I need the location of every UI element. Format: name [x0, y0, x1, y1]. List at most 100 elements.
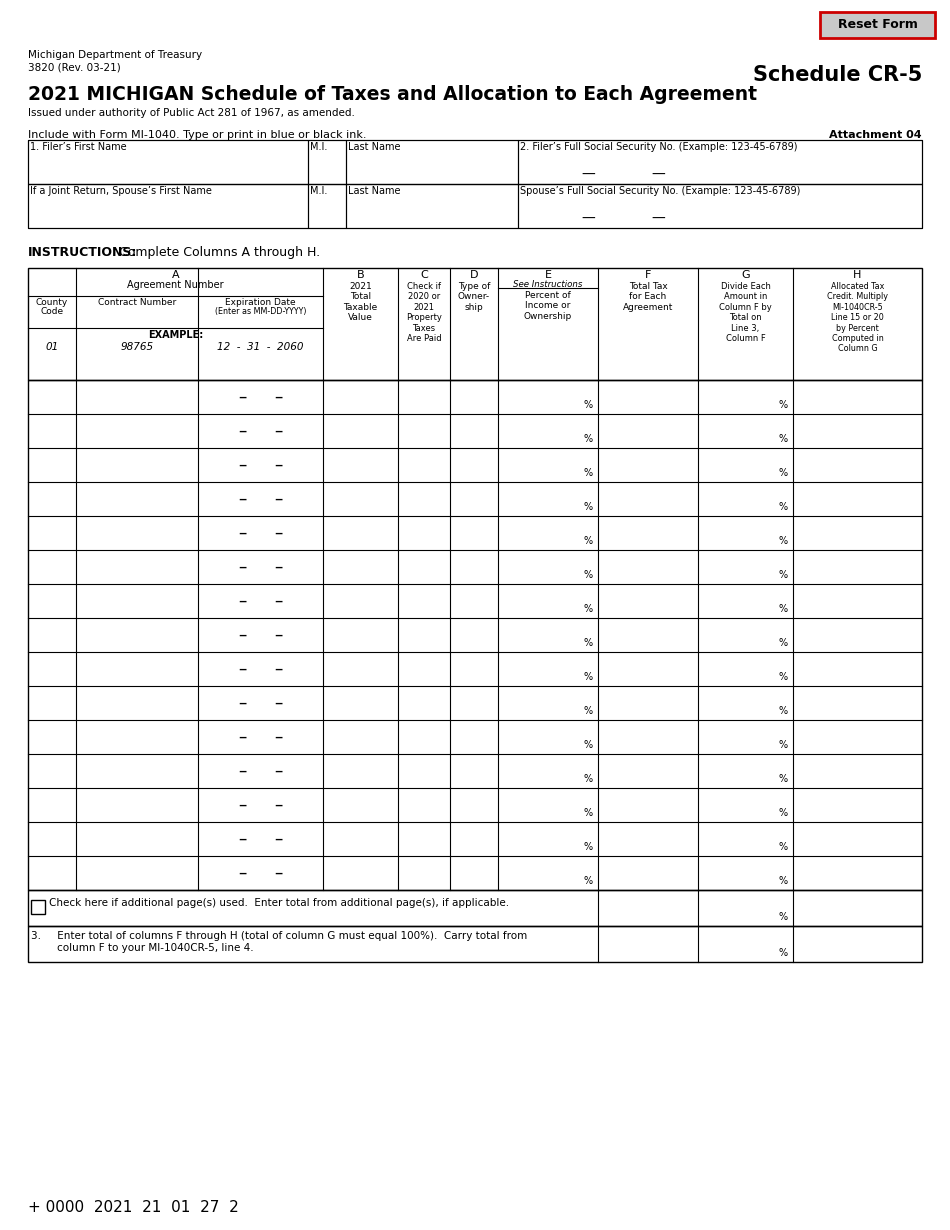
Text: Check here if additional page(s) used.  Enter total from additional page(s), if : Check here if additional page(s) used. E… — [49, 898, 509, 908]
Text: %: % — [779, 876, 788, 886]
Text: G: G — [741, 271, 750, 280]
Text: –: – — [275, 592, 283, 610]
Text: –: – — [275, 728, 283, 747]
Text: B: B — [356, 271, 364, 280]
Text: %: % — [584, 536, 593, 546]
Text: %: % — [584, 467, 593, 478]
Text: See Instructions: See Instructions — [513, 280, 582, 289]
Text: 98765: 98765 — [121, 342, 154, 352]
Text: Last Name: Last Name — [348, 186, 401, 196]
Text: %: % — [584, 434, 593, 444]
Text: 2021
Total
Taxable
Value: 2021 Total Taxable Value — [343, 282, 377, 322]
Text: –: – — [275, 456, 283, 474]
Bar — [28, 268, 922, 380]
Text: Schedule CR-5: Schedule CR-5 — [752, 65, 922, 85]
Text: Reset Form: Reset Form — [838, 18, 918, 32]
Text: %: % — [779, 808, 788, 818]
Text: –: – — [238, 422, 247, 440]
Text: (Enter as MM-DD-YYYY): (Enter as MM-DD-YYYY) — [215, 308, 306, 316]
Text: Type of
Owner-
ship: Type of Owner- ship — [458, 282, 490, 311]
Text: Complete Columns A through H.: Complete Columns A through H. — [111, 246, 320, 260]
Text: %: % — [779, 502, 788, 512]
Text: –: – — [275, 387, 283, 406]
Text: %: % — [584, 706, 593, 716]
Bar — [28, 184, 308, 228]
Text: Issued under authority of Public Act 281 of 1967, as amended.: Issued under authority of Public Act 281… — [28, 108, 355, 118]
Text: %: % — [779, 604, 788, 614]
Text: %: % — [584, 808, 593, 818]
Text: –: – — [238, 728, 247, 747]
Bar — [28, 380, 922, 891]
Text: + 0000  2021  21  01  27  2: + 0000 2021 21 01 27 2 — [28, 1200, 238, 1215]
Text: %: % — [779, 706, 788, 716]
Text: –: – — [275, 830, 283, 847]
Text: –: – — [238, 558, 247, 576]
Text: F: F — [645, 271, 651, 280]
Text: Michigan Department of Treasury: Michigan Department of Treasury — [28, 50, 202, 60]
Bar — [518, 184, 922, 228]
Text: column F to your MI-1040CR-5, line 4.: column F to your MI-1040CR-5, line 4. — [31, 943, 254, 953]
Text: –: – — [238, 661, 247, 678]
Text: Code: Code — [41, 308, 64, 316]
Text: 1. Filer’s First Name: 1. Filer’s First Name — [30, 141, 126, 153]
Text: 01: 01 — [46, 342, 59, 352]
Text: –: – — [275, 694, 283, 712]
Bar — [28, 184, 922, 228]
Text: %: % — [779, 774, 788, 784]
Bar — [28, 926, 922, 962]
Text: %: % — [584, 672, 593, 681]
Text: –: – — [275, 490, 283, 508]
Text: –: – — [275, 661, 283, 678]
Text: Contract Number: Contract Number — [98, 298, 176, 308]
Text: –: – — [238, 694, 247, 712]
Text: Agreement Number: Agreement Number — [127, 280, 224, 290]
Text: –: – — [238, 763, 247, 780]
Text: %: % — [779, 569, 788, 581]
Text: %: % — [584, 740, 593, 750]
Text: Check if
2020 or
2021
Property
Taxes
Are Paid: Check if 2020 or 2021 Property Taxes Are… — [406, 282, 442, 343]
Text: %: % — [584, 843, 593, 852]
Text: Expiration Date: Expiration Date — [225, 298, 295, 308]
Text: INSTRUCTIONS:: INSTRUCTIONS: — [28, 246, 138, 260]
Text: –: – — [238, 796, 247, 814]
Text: –: – — [238, 524, 247, 542]
Text: %: % — [779, 672, 788, 681]
Text: –: – — [238, 490, 247, 508]
Text: If a Joint Return, Spouse’s First Name: If a Joint Return, Spouse’s First Name — [30, 186, 212, 196]
Bar — [31, 900, 45, 914]
Text: 3820 (Rev. 03-21): 3820 (Rev. 03-21) — [28, 62, 121, 73]
Text: Last Name: Last Name — [348, 141, 401, 153]
Bar — [820, 12, 935, 38]
Text: –: – — [238, 626, 247, 645]
Text: %: % — [584, 604, 593, 614]
Bar — [28, 891, 922, 926]
Bar — [308, 184, 346, 228]
Text: Total Tax
for Each
Agreement: Total Tax for Each Agreement — [623, 282, 674, 311]
Text: %: % — [779, 911, 788, 922]
Text: E: E — [544, 271, 552, 280]
Text: Attachment 04: Attachment 04 — [829, 130, 922, 140]
Text: –: – — [275, 763, 283, 780]
Text: Percent of
Income or
Ownership: Percent of Income or Ownership — [523, 292, 572, 321]
Bar — [346, 184, 518, 228]
Text: %: % — [779, 740, 788, 750]
Text: H: H — [853, 271, 862, 280]
Text: %: % — [584, 502, 593, 512]
Text: –: – — [238, 387, 247, 406]
Text: Allocated Tax
Credit. Multiply
MI-1040CR-5
Line 15 or 20
by Percent
Computed in
: Allocated Tax Credit. Multiply MI-1040CR… — [827, 282, 888, 353]
Text: 2021 MICHIGAN Schedule of Taxes and Allocation to Each Agreement: 2021 MICHIGAN Schedule of Taxes and Allo… — [28, 85, 757, 105]
Text: Divide Each
Amount in
Column F by
Total on
Line 3,
Column F: Divide Each Amount in Column F by Total … — [719, 282, 771, 343]
Text: %: % — [779, 948, 788, 958]
Text: –: – — [275, 524, 283, 542]
Text: –: – — [275, 796, 283, 814]
Text: %: % — [779, 638, 788, 648]
Text: County: County — [36, 298, 68, 308]
Text: Include with Form MI-1040. Type or print in blue or black ink.: Include with Form MI-1040. Type or print… — [28, 130, 367, 140]
Text: Spouse’s Full Social Security No. (Example: 123-45-6789): Spouse’s Full Social Security No. (Examp… — [520, 186, 800, 196]
Text: %: % — [779, 434, 788, 444]
Bar — [346, 140, 518, 184]
Text: 3.     Enter total of columns F through H (total of column G must equal 100%).  : 3. Enter total of columns F through H (t… — [31, 931, 527, 941]
Bar — [518, 140, 922, 184]
Text: –: – — [275, 422, 283, 440]
Text: 2. Filer’s Full Social Security No. (Example: 123-45-6789): 2. Filer’s Full Social Security No. (Exa… — [520, 141, 797, 153]
